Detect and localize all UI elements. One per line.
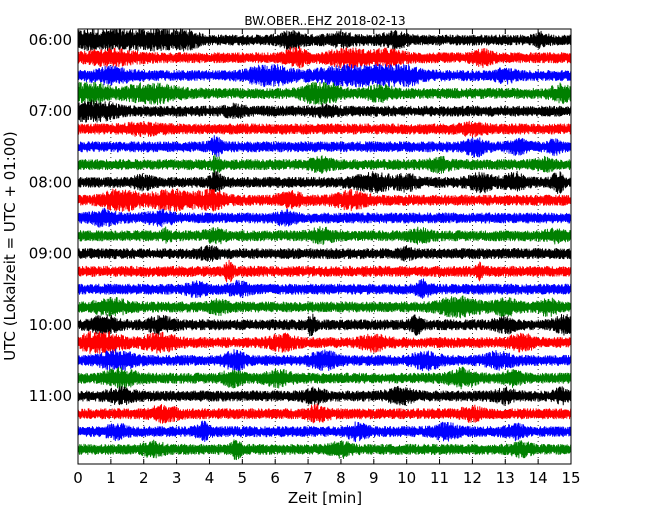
trace-1030	[77, 348, 572, 373]
trace-0815	[77, 188, 572, 212]
trace-1015	[77, 330, 572, 354]
trace-0915	[77, 259, 572, 283]
x-tick-label: 3	[172, 469, 182, 487]
y-tick-label: 06:00	[29, 31, 72, 49]
x-tick-label: 12	[463, 469, 482, 487]
x-tick-label: 5	[238, 469, 248, 487]
trace-0630	[77, 63, 572, 88]
x-tick-label: 9	[369, 469, 379, 487]
trace-1130	[77, 420, 572, 443]
trace-0745	[77, 154, 572, 175]
trace-0945	[77, 295, 572, 319]
trace-1145	[77, 439, 572, 461]
trace-0730	[77, 135, 572, 158]
x-tick-label: 10	[397, 469, 416, 487]
y-axis-label: UTC (Lokalzeit = UTC + 01:00)	[1, 131, 19, 361]
trace-0645	[77, 81, 572, 106]
trace-0900	[77, 245, 572, 262]
x-tick-label: 0	[73, 469, 83, 487]
plot-area-frame	[77, 28, 572, 465]
x-tick-label: 8	[336, 469, 346, 487]
trace-0600	[77, 28, 572, 52]
trace-0930	[77, 278, 572, 299]
trace-1000	[77, 313, 572, 337]
x-tick-label: 11	[430, 469, 449, 487]
trace-0700	[77, 99, 572, 123]
axis-ticks: 0 1 2 3 4 5 6 7 8 9 10 11 12 13 14 1506:0007:0008:0009:…	[29, 29, 581, 487]
trace-1045	[77, 366, 572, 390]
chart-title: BW.OBER..EHZ 2018-02-13	[244, 14, 405, 28]
trace-0830	[77, 207, 572, 228]
x-tick-label: 1	[106, 469, 116, 487]
trace-0615	[77, 46, 572, 69]
y-tick-label: 07:00	[29, 102, 72, 120]
x-tick-label: 13	[496, 469, 515, 487]
x-tick-label: 15	[561, 469, 580, 487]
trace-1115	[77, 403, 572, 424]
trace-0845	[77, 226, 572, 246]
trace-0800	[77, 170, 572, 195]
x-tick-label: 14	[529, 469, 548, 487]
trace-1100	[77, 385, 572, 406]
x-tick-label: 4	[205, 469, 215, 487]
y-tick-label: 10:00	[29, 316, 72, 334]
y-tick-label: 09:00	[29, 245, 72, 263]
y-tick-label: 11:00	[29, 387, 72, 405]
y-tick-label: 08:00	[29, 173, 72, 191]
x-axis-label: Zeit [min]	[288, 489, 362, 507]
x-tick-label: 2	[139, 469, 149, 487]
x-tick-label: 7	[303, 469, 313, 487]
trace-0715	[77, 120, 572, 138]
trace-series-group	[77, 28, 572, 461]
x-tick-label: 6	[270, 469, 280, 487]
